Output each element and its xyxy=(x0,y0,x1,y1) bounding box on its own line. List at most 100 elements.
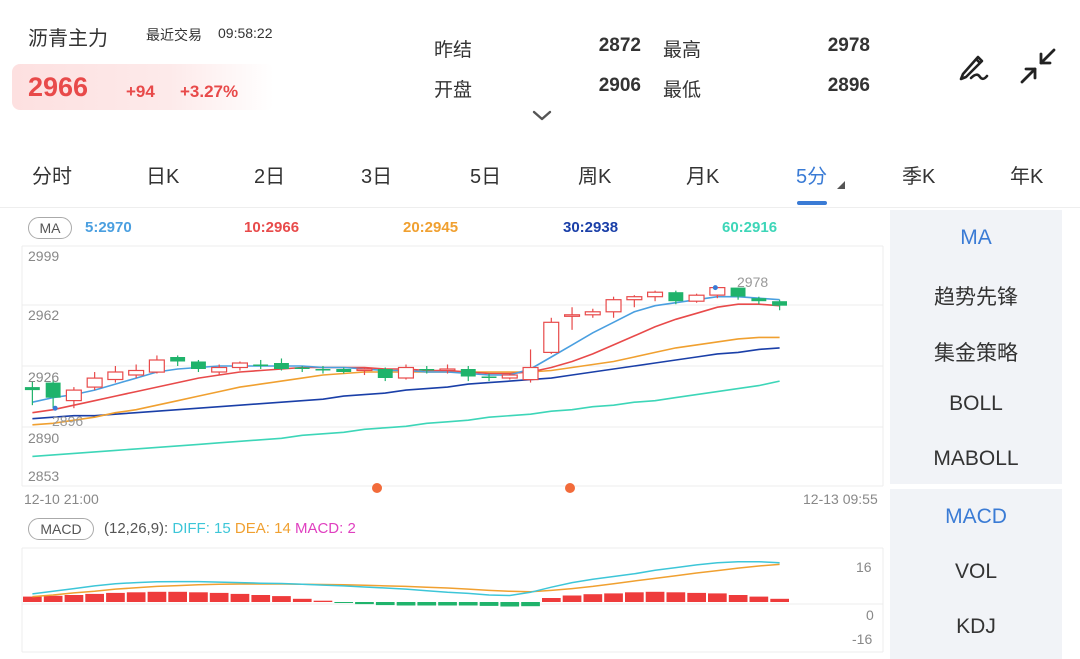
diff-value: DIFF: 15 xyxy=(172,520,231,537)
indicator-trend[interactable]: 趋势先锋 xyxy=(934,286,1018,309)
high-label: 最高 xyxy=(663,40,702,61)
macd-bar xyxy=(355,602,374,605)
candle-body xyxy=(377,369,393,378)
chart-grid xyxy=(21,245,884,653)
candle-body xyxy=(751,298,767,302)
candle-body xyxy=(688,294,705,302)
tab-quarterly[interactable]: 季K xyxy=(902,166,936,188)
macd-bar xyxy=(521,602,540,607)
candle-body xyxy=(605,299,622,313)
indicator-vol[interactable]: VOL xyxy=(954,560,998,583)
diff-line xyxy=(32,560,780,597)
session-dot xyxy=(565,483,575,493)
macd-bar xyxy=(396,602,416,606)
macd-bar xyxy=(604,593,623,602)
ma60-line xyxy=(32,380,780,458)
ma20-value: 20:2945 xyxy=(403,219,459,236)
macd-value: MACD: 2 xyxy=(294,520,356,537)
indicator-ma[interactable]: MA xyxy=(960,226,992,249)
price-tick: 2890 xyxy=(28,430,60,446)
macd-bar xyxy=(147,591,167,602)
macd-badge[interactable]: MACD xyxy=(28,518,94,540)
tab-3day[interactable]: 3日 xyxy=(361,166,393,188)
low-marker-label: 2896 xyxy=(52,413,84,429)
low-value: 2896 xyxy=(827,75,870,96)
pen-edit-icon[interactable] xyxy=(953,46,993,86)
price-tick: 2853 xyxy=(28,468,60,484)
candle-body xyxy=(294,367,310,369)
macd-bar xyxy=(479,602,499,606)
high-value: 2978 xyxy=(827,35,870,56)
tab-2day[interactable]: 2日 xyxy=(254,166,286,188)
ma5-value: 5:2970 xyxy=(85,219,132,236)
candle-body xyxy=(646,291,664,298)
chart-markers xyxy=(52,285,718,493)
macd-bar xyxy=(749,596,769,602)
price-highlight xyxy=(12,64,274,110)
candle-body xyxy=(315,369,331,371)
sub-indicator-panel: MACD VOL KDJ xyxy=(890,489,1062,659)
period-tabs: 分时 日K 2日 3日 5日 周K 月K 5分 季K 年K xyxy=(0,140,1080,206)
time-end: 12-13 09:55 xyxy=(803,491,878,507)
indicator-maboll[interactable]: MABOLL xyxy=(933,447,1019,470)
indicator-macd[interactable]: MACD xyxy=(945,505,1007,528)
tab-daily[interactable]: 日K xyxy=(146,166,180,188)
macd-bar xyxy=(542,598,561,602)
price-tick: 2926 xyxy=(28,369,60,385)
tab-5day[interactable]: 5日 xyxy=(470,166,502,188)
candle-body xyxy=(148,359,165,373)
tab-intraday[interactable]: 分时 xyxy=(32,166,72,188)
caret-down-icon[interactable] xyxy=(836,180,846,190)
macd-bar xyxy=(562,595,582,602)
ma-badge[interactable]: MA xyxy=(28,217,72,239)
ma60-value: 60:2916 xyxy=(722,219,778,236)
macd-bar xyxy=(209,592,229,602)
macd-bar xyxy=(85,593,104,602)
high-marker-label: 2978 xyxy=(737,274,769,290)
tab-monthly[interactable]: 月K xyxy=(686,166,720,188)
last-trade-time: 09:58:22 xyxy=(218,25,273,41)
chevron-down-icon[interactable] xyxy=(531,110,553,122)
candle-body xyxy=(24,387,40,391)
tab-weekly[interactable]: 周K xyxy=(578,166,612,188)
main-indicator-panel: MA 趋势先锋 集金策略 BOLL MABOLL xyxy=(890,210,1062,484)
quote-header: 沥青主力 最近交易 09:58:22 2966 +94 +3.27% 昨结 28… xyxy=(0,0,1080,135)
low-label: 最低 xyxy=(663,80,702,101)
candles xyxy=(24,287,787,409)
candle-body xyxy=(253,364,269,366)
time-start: 12-10 21:00 xyxy=(24,491,99,507)
candle-body xyxy=(65,389,82,402)
macd-bar xyxy=(23,596,42,602)
contract-title: 沥青主力 xyxy=(28,28,108,50)
candle-body xyxy=(563,314,581,317)
shrink-arrows-icon[interactable] xyxy=(1018,46,1058,86)
candle-body xyxy=(730,287,746,297)
low-marker xyxy=(52,405,58,411)
macd-bar xyxy=(438,602,457,606)
macd-bar xyxy=(500,602,520,607)
macd-tick: -16 xyxy=(852,631,873,647)
candle-body xyxy=(336,369,352,372)
active-tab-indicator xyxy=(797,201,827,205)
candle-body xyxy=(522,366,539,381)
tab-5min[interactable]: 5分 xyxy=(796,166,828,188)
macd-histogram xyxy=(23,591,789,607)
indicator-kdj[interactable]: KDJ xyxy=(956,615,996,638)
macd-bar xyxy=(64,595,84,602)
candle-body xyxy=(86,377,103,388)
price-change-pct: +3.27% xyxy=(180,82,239,101)
candle-body xyxy=(460,369,476,377)
kline-chart[interactable] xyxy=(0,208,888,659)
macd-bar xyxy=(313,600,333,602)
macd-bar xyxy=(708,593,727,602)
candle-body xyxy=(668,292,684,302)
price-tick: 2999 xyxy=(28,248,60,264)
candle-body xyxy=(128,369,145,376)
divider xyxy=(0,207,1080,208)
indicator-strategy[interactable]: 集金策略 xyxy=(934,342,1018,365)
tab-yearly[interactable]: 年K xyxy=(1010,166,1044,188)
candle-body xyxy=(107,371,124,381)
indicator-boll[interactable]: BOLL xyxy=(949,392,1003,415)
candle-body xyxy=(274,363,289,369)
macd-bar xyxy=(625,592,644,602)
